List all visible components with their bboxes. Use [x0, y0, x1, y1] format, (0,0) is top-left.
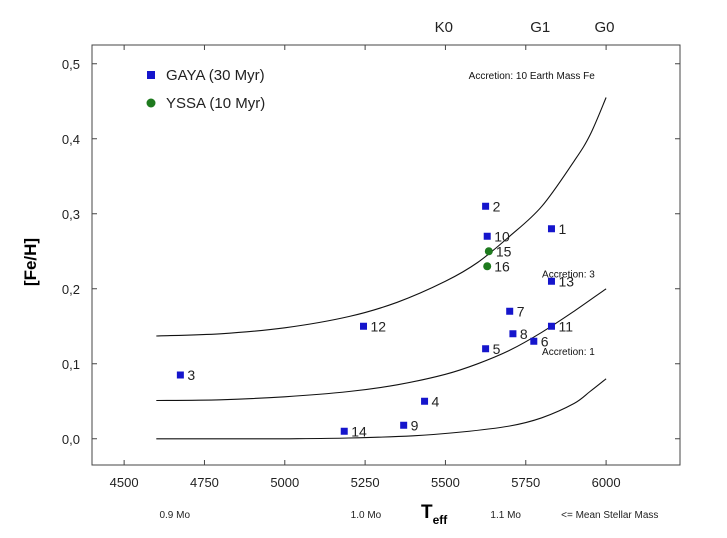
- x-tick-label: 4750: [190, 475, 219, 490]
- data-point-13: [547, 277, 555, 285]
- data-point-label-4: 4: [432, 393, 440, 409]
- y-tick-label: 0,4: [62, 132, 80, 147]
- legend-label-2: YSSA (10 Myr): [166, 95, 265, 112]
- data-point-label-16: 16: [494, 258, 510, 274]
- legend-marker-gaya: [147, 71, 155, 79]
- stellar-mass-label-3: 1.1 Mo: [490, 510, 521, 521]
- y-tick-label: 0,5: [62, 57, 80, 72]
- accretion-curves: Accretion: 10 Earth Mass Fe Accretion: 3 A…: [156, 71, 607, 440]
- data-point-label-3: 3: [187, 367, 195, 383]
- data-point-label-7: 7: [517, 303, 525, 319]
- data-point-1: [547, 225, 555, 233]
- plot-frame: [91, 44, 681, 466]
- data-point-label-6: 6: [541, 333, 549, 349]
- stellar-mass-labels: 0.9 Mo 1.0 Mo 1.1 Mo <= Mean Stellar Mass: [159, 510, 658, 521]
- data-point-8: [509, 330, 517, 338]
- spectral-type-k0: K0: [435, 19, 453, 36]
- data-point-5: [482, 345, 490, 353]
- x-tick-label: 4500: [110, 475, 139, 490]
- stellar-mass-label-2: 1.0 Mo: [351, 510, 382, 521]
- axis-ticks: 4500 4750 5000 5250 5500 5750 6000 0,0 0,1 0,2 0,3…: [62, 45, 680, 490]
- y-tick-label: 0,0: [62, 432, 80, 447]
- y-tick-label: 0,3: [62, 207, 80, 222]
- data-point-label-8: 8: [520, 326, 528, 342]
- data-point-6: [530, 337, 538, 345]
- data-point-label-12: 12: [371, 318, 387, 334]
- data-point-10: [483, 232, 491, 240]
- y-tick-label: 0,1: [62, 357, 80, 372]
- accretion-curve-1: [156, 97, 607, 337]
- data-point-2: [482, 202, 490, 210]
- legend: GAYA (30 Myr) YSSA (10 Myr): [146, 67, 265, 112]
- x-tick-label: 5750: [511, 475, 540, 490]
- x-tick-label: 6000: [592, 475, 621, 490]
- stellar-mass-label-1: 0.9 Mo: [159, 510, 190, 521]
- x-tick-label: 5250: [351, 475, 380, 490]
- x-axis-label-main: T: [421, 502, 433, 523]
- data-point-label-1: 1: [558, 221, 566, 237]
- x-tick-label: 5500: [431, 475, 460, 490]
- spectral-type-g0: G0: [594, 19, 614, 36]
- accretion-curve-label-1: Accretion: 10 Earth Mass Fe: [469, 71, 596, 82]
- x-axis-label-subscript: eff: [433, 513, 449, 527]
- x-axis-label: Teff: [421, 502, 448, 527]
- legend-label-1: GAYA (30 Myr): [166, 67, 265, 84]
- data-point-label-15: 15: [496, 243, 512, 259]
- accretion-curve-2: [156, 288, 607, 402]
- y-axis-label: [Fe/H]: [21, 238, 40, 286]
- data-point-14: [340, 427, 348, 435]
- accretion-curve-3: [156, 378, 607, 440]
- data-point-7: [506, 307, 514, 315]
- data-point-15: [484, 247, 493, 256]
- data-point-3: [176, 371, 184, 379]
- data-point-16: [483, 262, 492, 271]
- data-point-9: [400, 421, 408, 429]
- data-point-label-10: 10: [494, 228, 510, 244]
- spectral-type-labels: K0 G1 G0: [435, 19, 615, 36]
- data-point-label-13: 13: [558, 273, 574, 289]
- data-point-label-11: 11: [558, 318, 573, 334]
- accretion-curve-label-2: Accretion: 3: [542, 270, 595, 281]
- data-point-label-9: 9: [411, 417, 419, 433]
- data-point-12: [360, 322, 368, 330]
- accretion-curve-label-3: Accretion: 1: [542, 347, 595, 358]
- x-tick-label: 5000: [270, 475, 299, 490]
- data-point-label-14: 14: [351, 423, 367, 439]
- data-point-11: [547, 322, 555, 330]
- data-point-label-2: 2: [493, 198, 501, 214]
- legend-marker-yssa: [146, 98, 156, 108]
- data-point-4: [421, 397, 429, 405]
- y-tick-label: 0,2: [62, 282, 80, 297]
- data-point-label-5: 5: [493, 341, 501, 357]
- stellar-mass-label-4: <= Mean Stellar Mass: [561, 510, 658, 521]
- spectral-type-g1: G1: [530, 19, 550, 36]
